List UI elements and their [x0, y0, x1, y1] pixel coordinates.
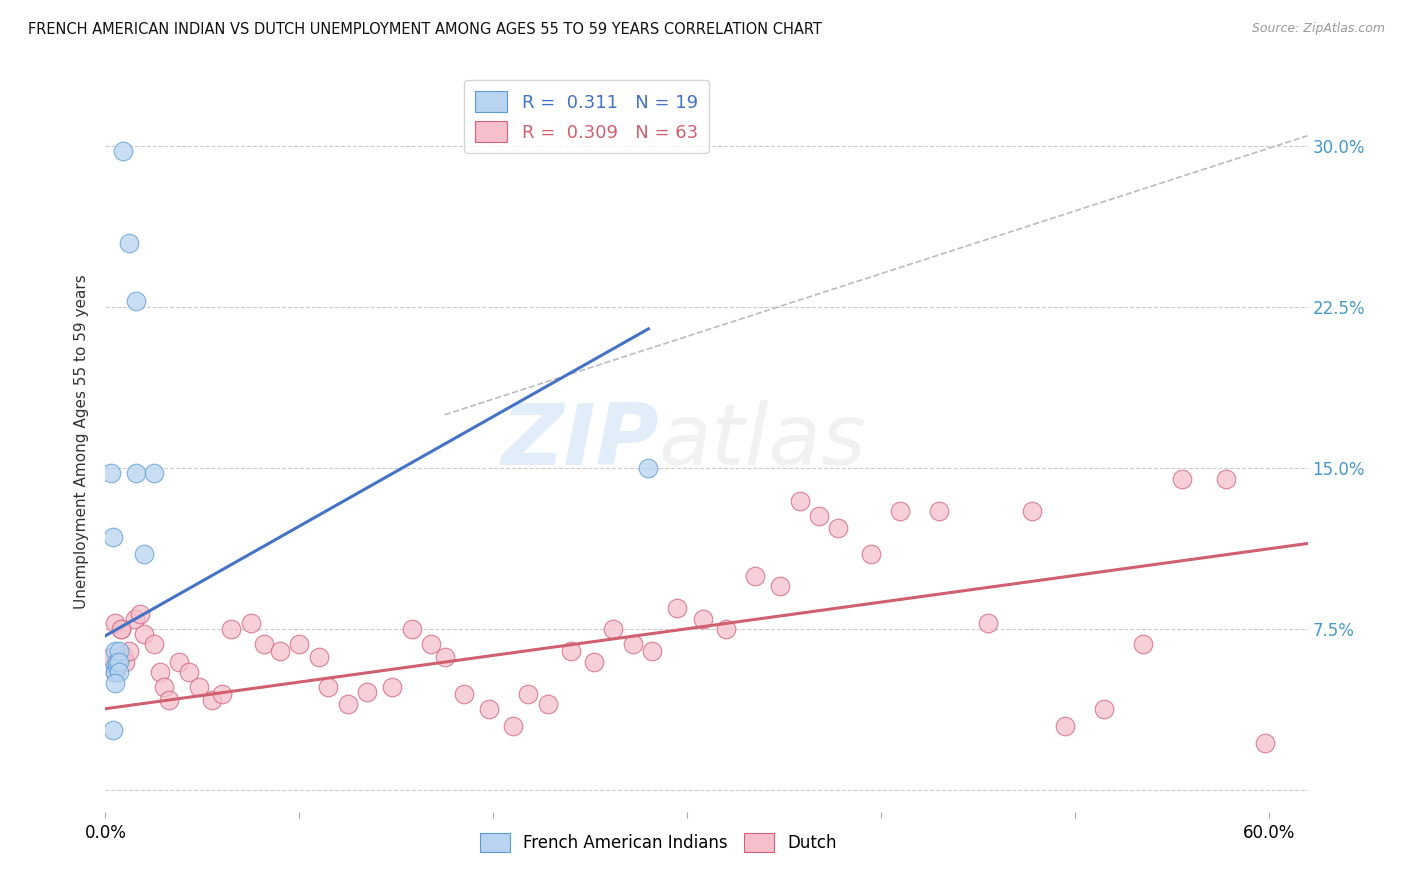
Point [111, 144, 134, 158]
Point [288, 637, 311, 651]
Point [602, 623, 624, 637]
Point [105, 658, 128, 673]
Point [1054, 719, 1077, 733]
Point [478, 702, 501, 716]
Point [104, 665, 127, 680]
Point [1254, 736, 1277, 750]
Point [420, 637, 443, 651]
Point [318, 680, 340, 694]
Point [401, 623, 423, 637]
Point [692, 611, 714, 625]
Point [104, 644, 127, 658]
Point [124, 611, 146, 625]
Point [769, 579, 792, 593]
Point [152, 680, 174, 694]
Point [104, 658, 127, 673]
Point [108, 644, 131, 658]
Point [807, 508, 830, 523]
Point [142, 466, 165, 480]
Point [167, 655, 190, 669]
Point [134, 626, 156, 640]
Point [104, 615, 127, 630]
Point [149, 665, 172, 680]
Point [560, 644, 582, 658]
Point [103, 530, 125, 544]
Point [253, 637, 276, 651]
Point [860, 547, 883, 561]
Legend: French American Indians, Dutch: French American Indians, Dutch [472, 826, 844, 859]
Point [789, 493, 811, 508]
Point [502, 719, 524, 733]
Point [108, 665, 131, 680]
Point [108, 655, 131, 669]
Point [118, 644, 141, 658]
Point [105, 655, 128, 669]
Point [641, 644, 664, 658]
Point [211, 687, 233, 701]
Point [1132, 637, 1154, 651]
Text: ZIP: ZIP [501, 400, 658, 483]
Text: atlas: atlas [658, 400, 866, 483]
Point [517, 687, 540, 701]
Point [118, 235, 141, 250]
Point [536, 698, 558, 712]
Point [187, 680, 209, 694]
Point [125, 466, 148, 480]
Point [134, 547, 156, 561]
Point [976, 615, 998, 630]
Point [637, 461, 659, 475]
Point [105, 655, 128, 669]
Point [583, 655, 606, 669]
Point [336, 698, 359, 712]
Point [1170, 472, 1192, 486]
Point [269, 644, 291, 658]
Point [142, 637, 165, 651]
Point [453, 687, 475, 701]
Point [125, 293, 148, 308]
Point [110, 623, 132, 637]
Point [100, 466, 122, 480]
Point [114, 655, 136, 669]
Point [827, 521, 849, 535]
Point [1021, 504, 1043, 518]
Point [744, 568, 766, 582]
Y-axis label: Unemployment Among Ages 55 to 59 years: Unemployment Among Ages 55 to 59 years [75, 274, 90, 609]
Point [159, 693, 181, 707]
Point [111, 648, 134, 662]
Point [889, 504, 911, 518]
Point [177, 665, 200, 680]
Point [201, 693, 224, 707]
Point [1215, 472, 1237, 486]
Point [100, 650, 122, 665]
Point [104, 665, 127, 680]
Point [666, 600, 689, 615]
Point [103, 723, 125, 738]
Point [308, 650, 330, 665]
Point [221, 623, 243, 637]
Point [381, 680, 404, 694]
Point [714, 623, 737, 637]
Point [621, 637, 644, 651]
Text: Source: ZipAtlas.com: Source: ZipAtlas.com [1251, 22, 1385, 36]
Text: FRENCH AMERICAN INDIAN VS DUTCH UNEMPLOYMENT AMONG AGES 55 TO 59 YEARS CORRELATI: FRENCH AMERICAN INDIAN VS DUTCH UNEMPLOY… [28, 22, 823, 37]
Point [104, 676, 127, 690]
Point [1092, 702, 1115, 716]
Point [239, 615, 262, 630]
Point [129, 607, 152, 622]
Point [110, 623, 132, 637]
Point [356, 684, 378, 698]
Point [928, 504, 950, 518]
Point [433, 650, 456, 665]
